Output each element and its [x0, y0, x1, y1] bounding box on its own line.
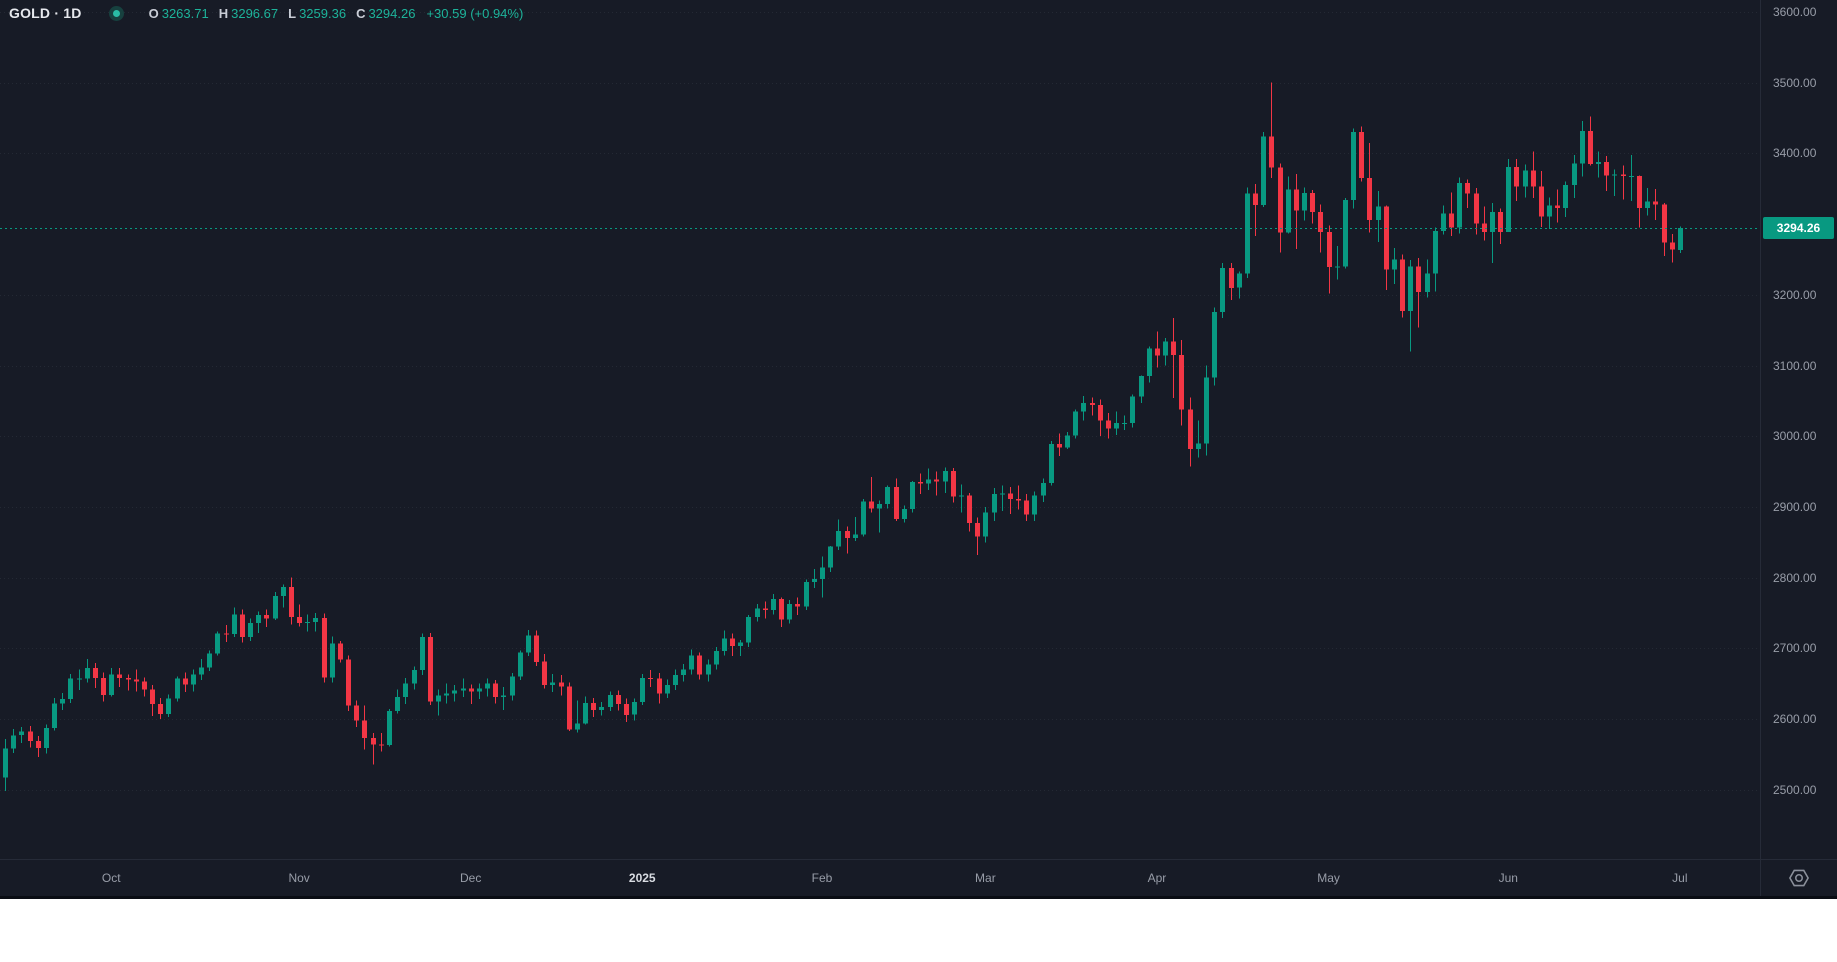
- price-axis-label: 2600.00: [1773, 712, 1817, 726]
- symbol-title[interactable]: GOLD · 1D: [9, 5, 82, 21]
- close-value: 3294.26: [368, 5, 416, 21]
- time-axis-label-may: May: [1317, 871, 1340, 885]
- high-value: 3296.67: [231, 5, 279, 21]
- time-axis-label-dec: Dec: [460, 871, 482, 885]
- time-axis-label-mar: Mar: [975, 871, 996, 885]
- open-value: 3263.71: [161, 5, 209, 21]
- axis-settings-corner: [1760, 859, 1837, 896]
- price-axis[interactable]: 3294.26 3600.00 3500.00 3400.00 3200.00 3100…: [1760, 0, 1837, 859]
- chart-legend: GOLD · 1D O 3263.71 H 3296.67 L 3259.36 C 32…: [9, 5, 523, 21]
- price-axis-label: 2900.00: [1773, 499, 1817, 514]
- time-axis-label-apr: Apr: [1147, 871, 1167, 885]
- time-axis[interactable]: Oct Nov Dec 2025 Feb Mar Apr May Jun Jul: [0, 859, 1760, 896]
- price-axis-label: 3200.00: [1773, 287, 1817, 302]
- candlestick-pane[interactable]: GOLD · 1D O 3263.71 H 3296.67 L 3259.36 C 32…: [0, 0, 1760, 859]
- high-label: H: [218, 5, 229, 21]
- close-label: C: [356, 5, 366, 21]
- price-axis-label: 2700.00: [1773, 641, 1817, 656]
- time-axis-label-jun: Jun: [1498, 871, 1518, 885]
- low-label: L: [288, 5, 297, 21]
- chart-shell: GOLD · 1D O 3263.71 H 3296.67 L 3259.36 C 32…: [0, 0, 1837, 899]
- price-axis-label: 2500.00: [1773, 782, 1817, 797]
- price-axis-label: 3600.00: [1773, 5, 1817, 20]
- price-axis-label: 3000.00: [1773, 429, 1817, 444]
- low-value: 3259.36: [299, 5, 347, 21]
- time-axis-label-feb: Feb: [811, 871, 833, 885]
- time-axis-label-jul: Jul: [1672, 871, 1688, 885]
- price-axis-label: 3100.00: [1773, 358, 1817, 373]
- time-axis-label-oct: Oct: [101, 871, 121, 885]
- gear-icon[interactable]: [1785, 865, 1813, 891]
- current-price-badge: 3294.26: [1763, 217, 1834, 240]
- price-axis-label: 2800.00: [1773, 570, 1817, 585]
- time-axis-label-2025: 2025: [628, 871, 656, 885]
- price-axis-label: 3400.00: [1773, 146, 1817, 161]
- candlestick-canvas: [0, 12, 1760, 792]
- price-axis-label: 3500.00: [1773, 75, 1817, 90]
- time-axis-label-nov: Nov: [288, 871, 310, 885]
- ohlc-readout: O 3263.71 H 3296.67 L 3259.36 C 3294.26 +30.…: [149, 6, 524, 21]
- change-value: +30.59 (+0.94%): [426, 5, 524, 21]
- market-status-icon[interactable]: [108, 5, 124, 21]
- page-background: [0, 899, 1837, 962]
- open-label: O: [148, 5, 159, 21]
